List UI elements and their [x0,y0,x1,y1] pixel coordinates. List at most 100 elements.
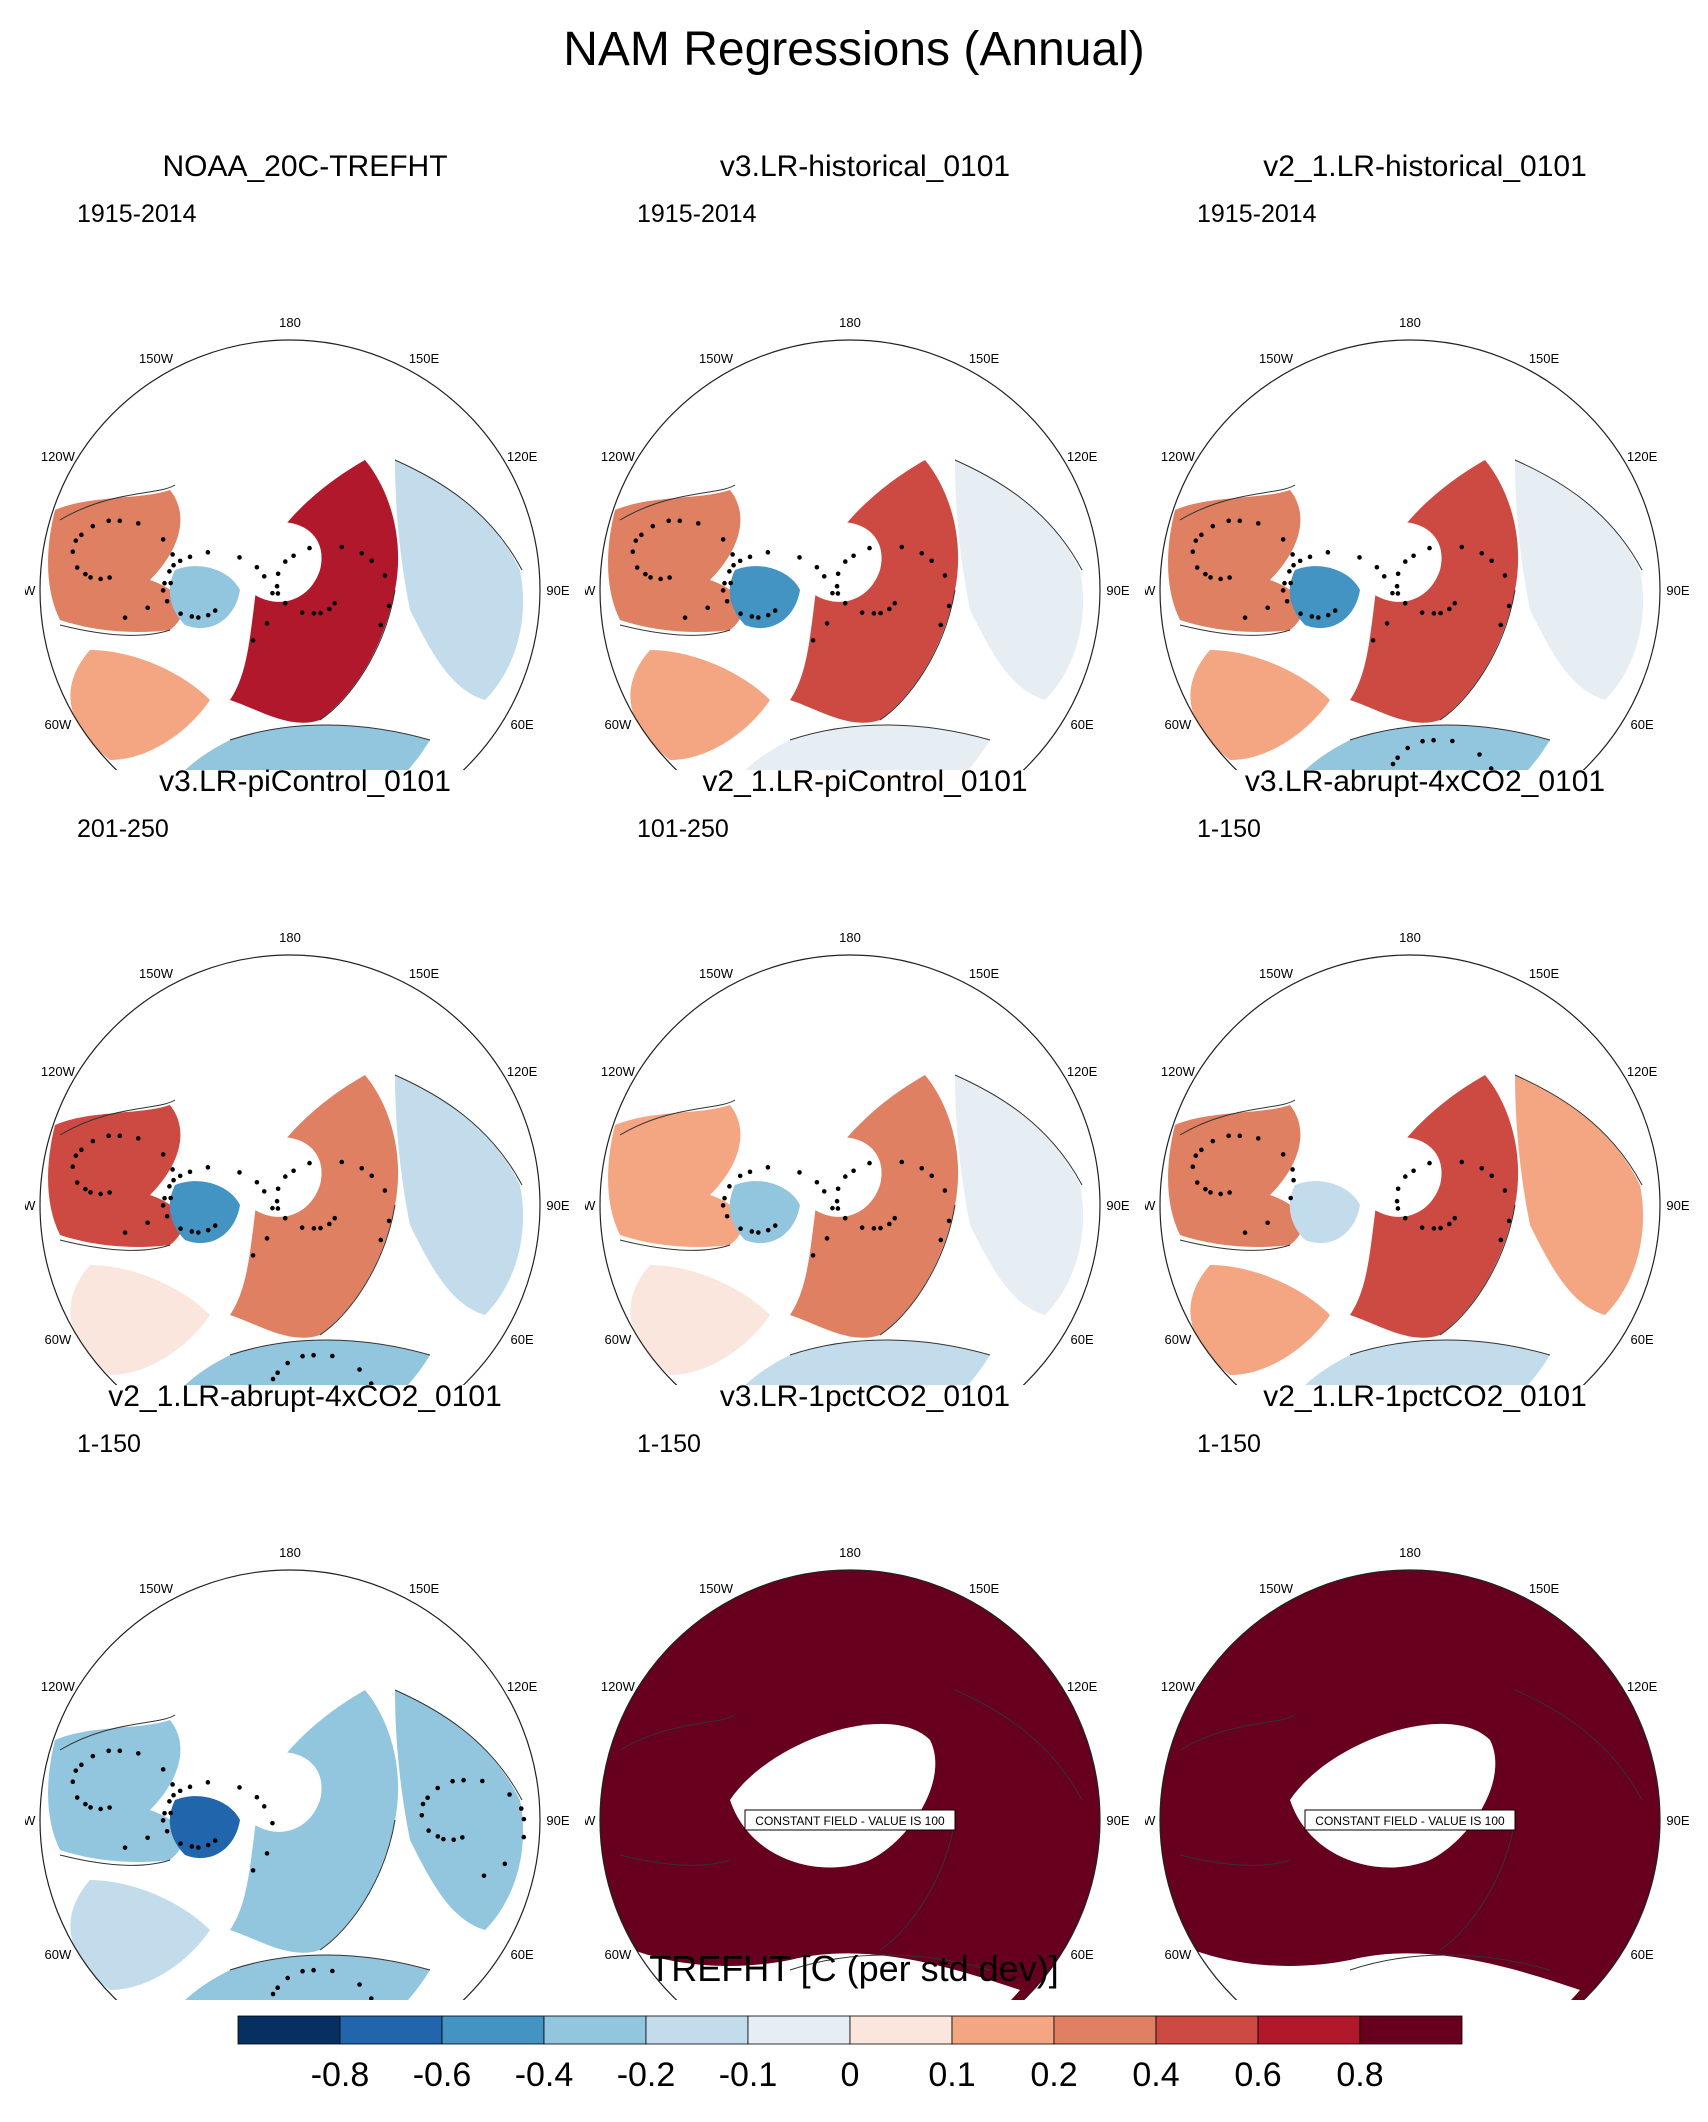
longitude-label: 90W [585,583,596,598]
longitude-label: 150E [1529,966,1560,981]
panel-title: v3.LR-piControl_0101 [159,765,451,798]
longitude-label: 150W [1259,351,1294,366]
longitude-label: 150W [139,1581,174,1596]
region-north-america [48,1720,183,1862]
longitude-label: 60W [1165,1332,1192,1347]
panel-title: v3.LR-abrupt-4xCO2_0101 [1244,765,1606,798]
longitude-label: 60E [511,1332,534,1347]
colorbar-tick-label: -0.8 [311,2056,370,2094]
longitude-label: 60E [1071,1947,1094,1962]
longitude-label: 60W [45,1947,72,1962]
colorbar-segment [747,2015,851,2045]
region-eurasia [1350,460,1519,723]
longitude-label: 90W [1145,1198,1156,1213]
longitude-label: 60E [511,717,534,732]
polar-map: 180150E120E90E60E30E030W60W90W120W150W [1145,315,1690,770]
panel-title: NOAA_20C-TREFHT [162,150,448,183]
map-panel: v3.LR-abrupt-4xCO2_0101 180 150E 120E 90E 60E… [1145,765,1705,1385]
region-eurasia [1350,1075,1519,1338]
period-label: 1-150 [77,1430,141,1458]
longitude-label: 60E [1631,1947,1654,1962]
colorbar-segment [849,2015,953,2045]
map-panel: v2_1.LR-piControl_0101180150E120E90E60E3… [585,765,1145,1385]
region-eurasia [790,460,959,723]
arctic-ocean [730,1723,936,1868]
region-greenland [169,1181,240,1244]
region-atlantic [70,1265,210,1375]
region-north-africa [740,725,990,770]
constant-field-box [1304,1809,1516,1831]
longitude-label: 180 [839,315,861,330]
longitude-label: 150E [1529,351,1560,366]
region-north-africa [180,725,430,770]
longitude-label: 60E [1071,1332,1094,1347]
colorbar-tick-label: -0.6 [413,2056,472,2094]
longitude-label: 180 [1399,930,1421,945]
arctic-ocean [1355,522,1442,602]
region-north-africa [180,1955,430,2000]
longitude-label: 150E [409,351,440,366]
region-greenland [169,1796,240,1859]
region-north-america [608,490,743,632]
longitude-label: 120E [1627,449,1658,464]
longitude-label: 150W [699,1581,734,1596]
longitude-label: 180 [839,930,861,945]
colorbar-tick-label: -0.2 [617,2056,676,2094]
panel-title: v3.LR-1pctCO2_0101 [719,1380,1011,1413]
region-north-america [48,1105,183,1247]
colorbar-tick-label: -0.1 [719,2056,778,2094]
longitude-label: 120E [1067,449,1098,464]
colorbar-tick-label: -0.4 [515,2056,574,2094]
region-atlantic [630,650,770,760]
coastline [619,1689,1083,1971]
colorbar-segment [237,2015,341,2045]
arctic-ocean [235,522,322,602]
significance-stipple [70,518,392,643]
longitude-label: 150W [139,966,174,981]
region-eastern-asia [395,1075,524,1315]
colorbar-segment [339,2015,443,2045]
coastline [619,459,1083,741]
panel-title: v3.LR-historical_0101 [719,150,1011,183]
longitude-label: 150E [409,966,440,981]
arctic-ocean [235,1137,322,1217]
longitude-label: 90E [546,583,569,598]
polar-map: 180150E120E90E60E30E030W60W90W120W150W [1145,930,1690,1385]
period-label: 1915-2014 [637,200,757,228]
longitude-label: 150E [1529,1581,1560,1596]
significance-stipple [1190,518,1512,770]
map-boundary [599,954,1101,1385]
period-label: 1-150 [1197,815,1261,843]
coastline [59,1074,523,1356]
significance-stipple [720,1159,952,1258]
panel-title: v2_1.LR-piControl_0101 [702,765,1028,798]
period-label: 1-150 [1197,1430,1261,1458]
region-eastern-asia [955,1075,1084,1315]
longitude-label: 120E [1627,1064,1658,1079]
longitude-label: 120W [1161,1679,1196,1694]
longitude-label: 90E [1106,1813,1129,1828]
longitude-label: 60W [1165,1947,1192,1962]
significance-stipple [630,518,952,643]
region-greenland [729,1181,800,1244]
panel-title: v2_1.LR-historical_0101 [1263,150,1587,183]
map-boundary [599,1569,1101,2000]
longitude-label: 90E [1106,1198,1129,1213]
period-label: 1-150 [637,1430,701,1458]
region-eastern-asia [1515,460,1644,700]
longitude-label: 90W [1145,583,1156,598]
map-panel: v2_1.LR-historical_0101 180 150E 120E 90E 60E… [1145,150,1705,770]
region-north-africa [1300,1340,1550,1385]
region-atlantic [1190,1265,1330,1375]
coastline [59,459,523,741]
significance-stipple [1190,1133,1512,1243]
polar-map: 180150E120E90E60E30E030W60W90W120W150WCO… [585,1545,1130,2000]
longitude-label: 60E [1631,1332,1654,1347]
longitude-label: 120W [601,449,636,464]
colorbar-segment [951,2015,1055,2045]
longitude-label: 60W [1165,717,1192,732]
longitude-label: 90W [25,583,36,598]
longitude-label: 180 [279,1545,301,1560]
map-boundary [39,954,541,1385]
longitude-label: 90E [1666,583,1689,598]
